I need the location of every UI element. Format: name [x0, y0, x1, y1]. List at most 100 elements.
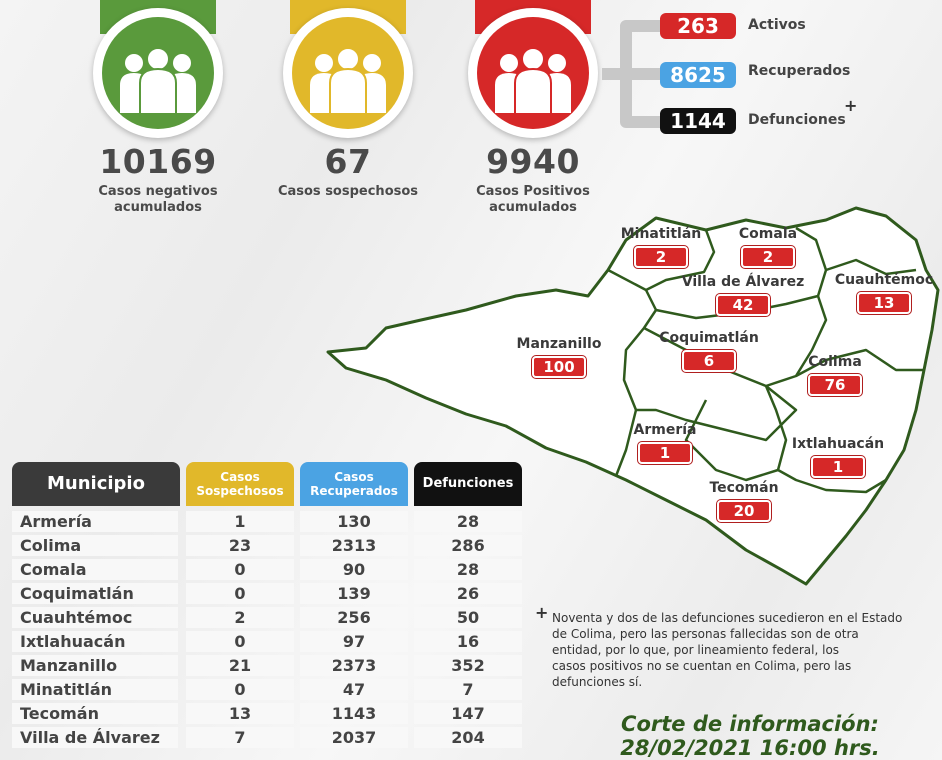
municipio-count-badge: 1: [811, 456, 865, 478]
municipio-count-badge: 2: [634, 246, 688, 268]
stat-label: Casos Positivos acumulados: [443, 184, 623, 216]
cutoff-title: Corte de información:: [621, 712, 879, 736]
header-recuperados: Casos Recuperados: [300, 462, 408, 506]
cell-municipio: Comala: [12, 559, 178, 580]
stat-label: Casos sospechosos: [258, 184, 438, 200]
cell-sospechosos: 0: [186, 559, 294, 580]
cell-municipio: Minatitlán: [12, 679, 178, 700]
table-row: Colima 23 2313 286: [12, 534, 522, 556]
cell-sospechosos: 0: [186, 631, 294, 652]
cell-sospechosos: 0: [186, 679, 294, 700]
cell-defunciones: 286: [414, 535, 522, 556]
municipio-count-badge: 1: [638, 442, 692, 464]
map-municipio: Minatitlán 2: [606, 226, 716, 268]
cell-sospechosos: 0: [186, 583, 294, 604]
municipio-name: Tecomán: [709, 480, 779, 496]
colima-map: Minatitlán 2 Comala 2 Villa de Álvarez 4…: [326, 200, 942, 592]
cell-defunciones: 352: [414, 655, 522, 676]
cutoff-date: Corte de información: 28/02/2021 16:00 h…: [560, 712, 940, 760]
recuperados-label: Recuperados: [748, 63, 851, 79]
table-row: Ixtlahuacán 0 97 16: [12, 630, 522, 652]
municipio-count-badge: 100: [532, 356, 586, 378]
stat-circle: [93, 8, 223, 138]
table-row: Tecomán 13 1143 147: [12, 702, 522, 724]
cell-defunciones: 28: [414, 511, 522, 532]
cell-sospechosos: 13: [186, 703, 294, 724]
municipio-count-badge: 20: [717, 500, 771, 522]
stat-number: 10169: [99, 142, 217, 181]
cell-municipio: Tecomán: [12, 703, 178, 724]
activos-badge: 263: [660, 13, 736, 39]
footnote-line: de Colima, pero las personas fallecidas …: [552, 627, 859, 641]
stat-number: 67: [324, 142, 372, 181]
people-group-icon: [495, 47, 571, 113]
header-recuperados-line2: Recuperados: [310, 484, 398, 498]
stat-number: 9940: [486, 142, 580, 181]
header-defunciones-label: Defunciones: [422, 476, 514, 491]
cutoff-datetime: 28/02/2021 16:00 hrs.: [620, 736, 880, 760]
stat-disc: [477, 17, 589, 129]
municipio-name: Minatitlán: [620, 226, 702, 242]
municipio-count-badge: 42: [716, 294, 770, 316]
plus-icon: +: [844, 96, 858, 115]
cell-defunciones: 204: [414, 727, 522, 748]
stat-label: Casos negativos acumulados: [68, 184, 248, 216]
cell-municipio: Cuauhtémoc: [12, 607, 178, 628]
municipio-count-badge: 6: [682, 350, 736, 372]
table-row: Manzanillo 21 2373 352: [12, 654, 522, 676]
map-municipio: Armería 1: [622, 422, 708, 464]
cell-recuperados: 2313: [300, 535, 408, 556]
cell-defunciones: 26: [414, 583, 522, 604]
people-group-icon: [120, 47, 196, 113]
header-sospechosos: Casos Sospechosos: [186, 462, 294, 506]
stat-label-line2: acumulados: [114, 200, 202, 215]
header-defunciones: Defunciones: [414, 462, 522, 506]
table-row: Comala 0 90 28: [12, 558, 522, 580]
header-recuperados-line1: Casos: [334, 470, 374, 484]
header-municipio-label: Municipio: [47, 473, 145, 494]
municipio-count-badge: 76: [808, 374, 862, 396]
map-municipio: Comala 2: [718, 226, 818, 268]
footnote-line: defunciones sí.: [552, 675, 643, 689]
cell-defunciones: 147: [414, 703, 522, 724]
municipio-name: Manzanillo: [516, 336, 602, 352]
table-row: Armería 1 130 28: [12, 510, 522, 532]
stat-circle: [283, 8, 413, 138]
stat-circle: [468, 8, 598, 138]
cell-recuperados: 47: [300, 679, 408, 700]
footnote-plus-icon: +: [535, 603, 549, 622]
cell-sospechosos: 21: [186, 655, 294, 676]
municipio-name: Colima: [808, 354, 862, 370]
stat-label-line1: Casos sospechosos: [277, 184, 419, 199]
cell-recuperados: 2373: [300, 655, 408, 676]
stat-disc: [102, 17, 214, 129]
cell-municipio: Ixtlahuacán: [12, 631, 178, 652]
table-row: Cuauhtémoc 2 256 50: [12, 606, 522, 628]
cell-municipio: Armería: [12, 511, 178, 532]
cell-defunciones: 50: [414, 607, 522, 628]
cell-municipio: Manzanillo: [12, 655, 178, 676]
stat-label-line2: acumulados: [489, 200, 577, 215]
activos-label: Activos: [748, 17, 806, 33]
cell-recuperados: 90: [300, 559, 408, 580]
stat-label-line1: Casos negativos: [98, 184, 218, 199]
cell-sospechosos: 23: [186, 535, 294, 556]
municipio-name: Comala: [738, 226, 798, 242]
cell-defunciones: 28: [414, 559, 522, 580]
footnote-text: Noventa y dos de las defunciones sucedie…: [552, 610, 922, 690]
cell-defunciones: 7: [414, 679, 522, 700]
municipio-name: Armería: [633, 422, 697, 438]
header-municipio: Municipio: [12, 462, 180, 506]
municipio-count-badge: 2: [741, 246, 795, 268]
cell-recuperados: 1143: [300, 703, 408, 724]
stat-disc: [292, 17, 404, 129]
cell-municipio: Colima: [12, 535, 178, 556]
municipio-name: Villa de Álvarez: [681, 274, 805, 290]
stat-label-line1: Casos Positivos: [476, 184, 590, 199]
cell-recuperados: 256: [300, 607, 408, 628]
cell-defunciones: 16: [414, 631, 522, 652]
cell-recuperados: 130: [300, 511, 408, 532]
people-group-icon: [310, 47, 386, 113]
map-municipio: Villa de Álvarez 42: [668, 274, 818, 316]
footnote-line: Noventa y dos de las defunciones sucedie…: [552, 611, 903, 625]
